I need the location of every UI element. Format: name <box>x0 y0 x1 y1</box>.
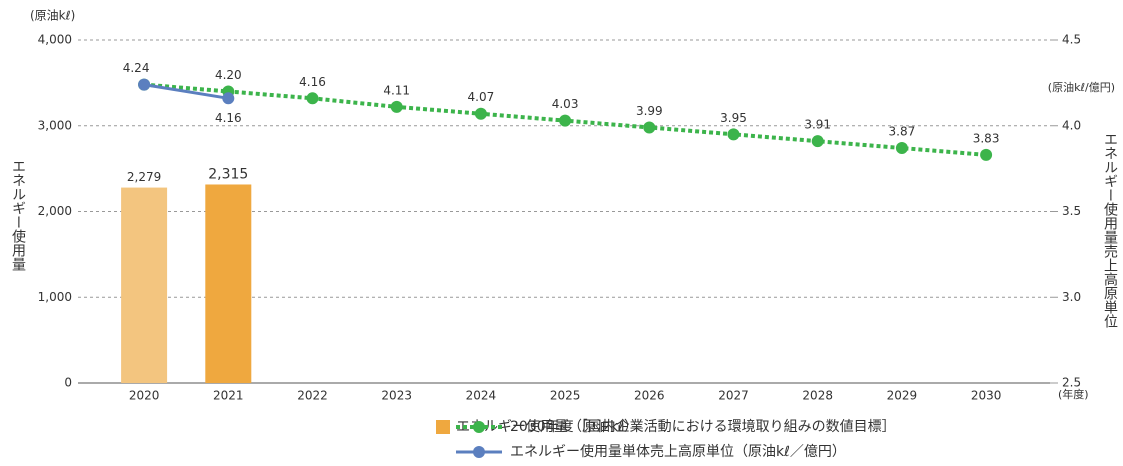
y2-tick-label: 3.5 <box>1062 204 1081 218</box>
line <box>143 83 229 100</box>
y2-tick-label: 2.5 <box>1062 376 1081 390</box>
x-tick-label: 2028 <box>802 389 833 403</box>
y-tick-label: 0 <box>64 376 72 390</box>
legend-label: エネルギー使用量単体売上高原単位（原油kℓ／億円） <box>510 443 846 460</box>
point <box>811 135 824 148</box>
point <box>138 78 151 91</box>
point <box>727 128 740 141</box>
bar <box>205 184 252 383</box>
point-value-label: 3.99 <box>636 104 663 118</box>
legend-marker <box>473 421 485 433</box>
y-tick-label: 3,000 <box>38 118 72 132</box>
legend-label: 2030年度［国内企業活動における環境取り組みの数値目標］ <box>510 418 896 435</box>
legend-marker <box>473 446 485 458</box>
y-unit: (原油kℓ) <box>30 9 75 23</box>
x-tick-label: 2020 <box>129 389 160 403</box>
point <box>980 148 993 161</box>
point-value-label: 4.20 <box>215 68 242 82</box>
y-tick-label: 2,000 <box>38 204 72 218</box>
y-tick-label: 4,000 <box>38 33 72 47</box>
point-value-label: 4.03 <box>552 97 579 111</box>
y2-tick-label: 4.0 <box>1062 118 1081 132</box>
point-value-label: 4.16 <box>299 75 326 89</box>
bar-value-label: 2,315 <box>208 166 248 182</box>
x-tick-label: 2026 <box>634 389 665 403</box>
point-value-label: 4.16 <box>215 111 242 125</box>
x-tick-label: 2022 <box>297 389 328 403</box>
point <box>222 92 235 105</box>
point <box>643 121 656 134</box>
x-tick-label: 2025 <box>550 389 581 403</box>
y2-axis-label: エネルギー使用量売上高原単位 <box>1102 132 1118 328</box>
bar <box>121 187 168 383</box>
x-tick-label: 2024 <box>466 389 497 403</box>
y-axis-label: エネルギー使用量 <box>10 159 26 271</box>
point-value-label: 3.87 <box>889 125 916 139</box>
y2-tick-label: 4.5 <box>1062 33 1081 47</box>
y-tick-label: 1,000 <box>38 290 72 304</box>
x-unit: (年度) <box>1058 387 1089 401</box>
bar-value-label: 2,279 <box>127 170 161 184</box>
legend-swatch <box>436 420 450 434</box>
point <box>474 107 487 120</box>
point-value-label: 3.91 <box>804 118 831 132</box>
point <box>390 100 403 113</box>
x-tick-label: 2021 <box>213 389 244 403</box>
point-value-label: 3.95 <box>720 111 747 125</box>
point-value-label: 4.07 <box>468 90 495 104</box>
y2-tick-label: 3.0 <box>1062 290 1081 304</box>
point-value-label: 4.24 <box>123 61 150 75</box>
x-tick-label: 2030 <box>971 389 1002 403</box>
point <box>306 92 319 105</box>
x-tick-label: 2027 <box>718 389 749 403</box>
point <box>895 142 908 155</box>
point-value-label: 4.11 <box>383 83 410 97</box>
point-value-label: 3.83 <box>973 131 1000 145</box>
x-tick-label: 2023 <box>381 389 412 403</box>
y2-unit: (原油kℓ/億円) <box>1048 80 1115 94</box>
x-tick-label: 2029 <box>887 389 918 403</box>
point <box>559 114 572 127</box>
legend-label: エネルギー使用量（原油kℓ） <box>456 418 638 435</box>
